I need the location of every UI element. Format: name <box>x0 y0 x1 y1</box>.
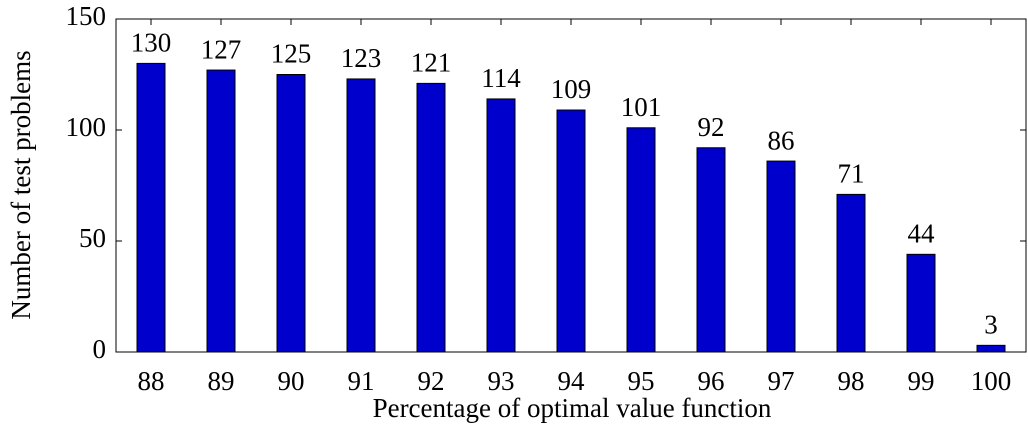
data-label: 92 <box>698 112 725 142</box>
bar <box>836 193 866 353</box>
x-tick-label: 99 <box>908 366 935 396</box>
bar <box>206 69 236 353</box>
x-tick-label: 90 <box>278 366 305 396</box>
data-label: 125 <box>271 39 312 69</box>
x-tick-label: 94 <box>558 366 586 396</box>
x-tick-label: 96 <box>698 366 725 396</box>
x-tick-label: 93 <box>488 366 515 396</box>
bar <box>346 78 376 353</box>
bar <box>136 62 166 353</box>
data-label: 121 <box>411 48 452 78</box>
x-tick-label: 91 <box>348 366 375 396</box>
y-tick-label: 150 <box>66 1 107 31</box>
data-label: 3 <box>984 310 998 340</box>
bar <box>416 82 446 353</box>
x-tick-label: 92 <box>418 366 445 396</box>
data-label: 127 <box>201 34 242 64</box>
x-tick-label: 89 <box>208 366 235 396</box>
y-tick-label: 50 <box>79 223 106 253</box>
x-tick-label: 97 <box>768 366 795 396</box>
bar <box>626 127 656 353</box>
x-tick-label: 98 <box>838 366 865 396</box>
data-label: 86 <box>768 125 795 155</box>
x-axis-label: Percentage of optimal value function <box>373 393 772 423</box>
data-label: 109 <box>551 74 592 104</box>
data-label: 44 <box>908 219 936 249</box>
y-axis-label: Number of test problems <box>6 50 36 319</box>
data-label: 123 <box>341 43 382 73</box>
x-tick-label: 88 <box>138 366 165 396</box>
bar <box>276 74 306 353</box>
data-label: 71 <box>838 159 865 189</box>
bar <box>486 98 516 353</box>
data-label: 114 <box>481 63 521 93</box>
x-tick-label: 100 <box>971 366 1012 396</box>
y-tick-label: 0 <box>93 334 107 364</box>
bar <box>906 253 936 353</box>
data-label: 101 <box>621 92 662 122</box>
bar <box>766 160 796 353</box>
bar <box>976 344 1006 353</box>
plot-frame <box>115 18 1027 353</box>
x-tick-label: 95 <box>628 366 655 396</box>
data-label: 130 <box>131 28 172 58</box>
bar <box>696 147 726 353</box>
bar <box>556 109 586 353</box>
y-tick-label: 100 <box>66 112 107 142</box>
